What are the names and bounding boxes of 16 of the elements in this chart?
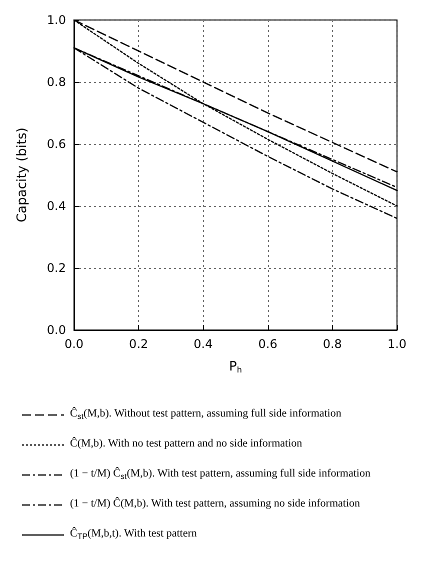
x-tick-label: 0.2	[129, 337, 148, 351]
x-tick-label: 0.4	[194, 337, 213, 351]
y-tick-label: 0.4	[46, 199, 66, 213]
y-axis-title: Capacity (bits)	[15, 128, 30, 222]
legend-label: Ĉ(M,b). With no test pattern and no side information	[70, 436, 303, 450]
y-tick-label: 0.6	[46, 137, 66, 151]
x-tick-label: 0.0	[64, 337, 84, 351]
legend-label: (1 − t/M) Ĉ(M,b). With test pattern, assuming no side information	[70, 496, 360, 510]
y-tick-label: 0.0	[46, 323, 66, 337]
x-tick-label: 0.8	[322, 337, 342, 351]
x-axis-title: Ph	[229, 360, 242, 374]
x-tick-label: 1.0	[387, 337, 407, 351]
y-tick-label: 1.0	[46, 13, 66, 27]
x-tick-label: 0.6	[258, 337, 278, 351]
y-tick-label: 0.2	[46, 261, 66, 275]
y-tick-label: 0.8	[46, 75, 66, 89]
